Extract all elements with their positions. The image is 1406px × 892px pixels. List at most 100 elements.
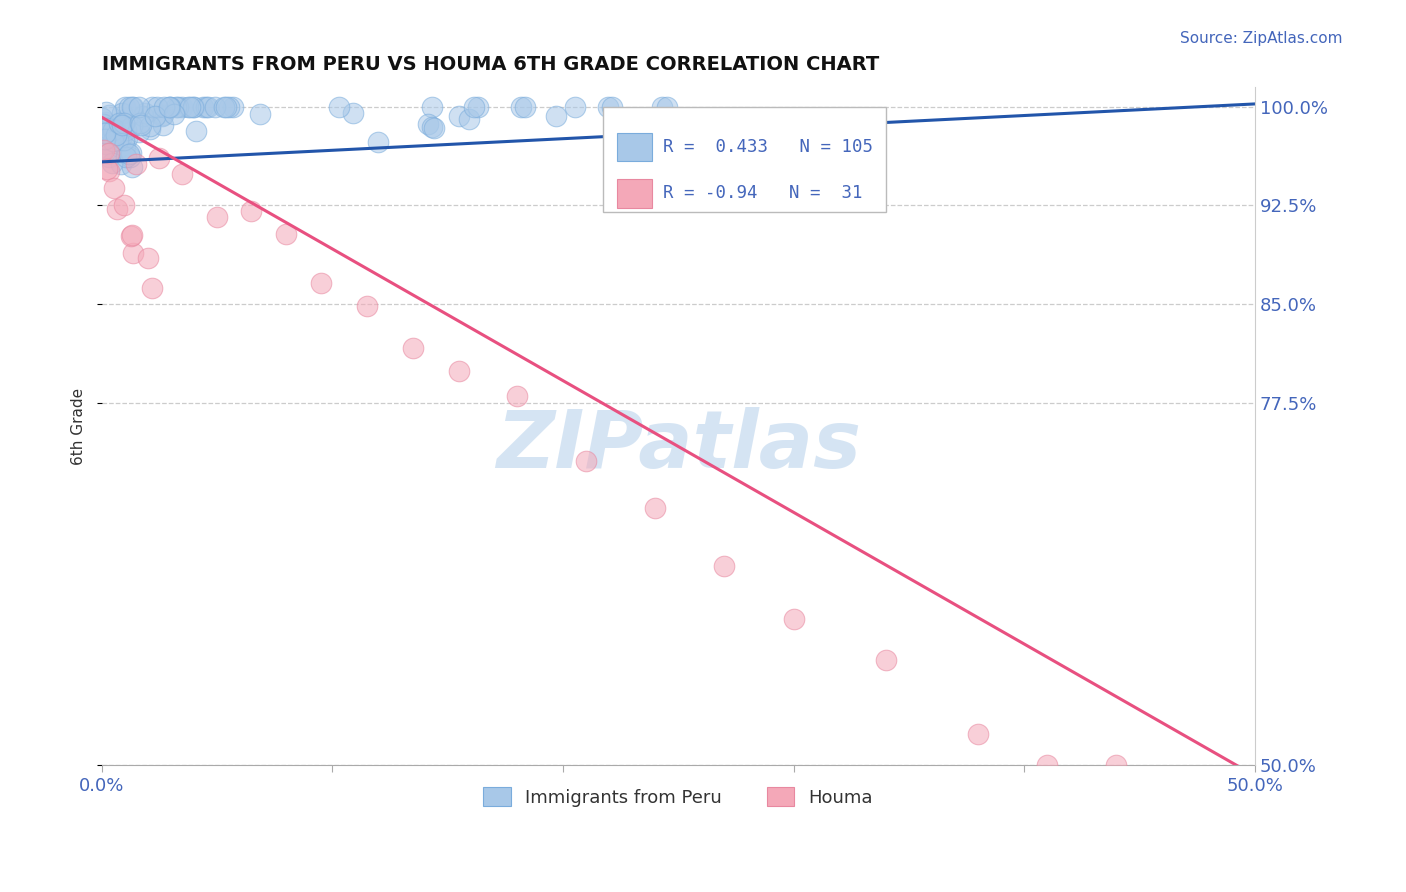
Point (181, 99, 204, 113)
Point (159, 99, 181, 113)
Point (146, 99, 169, 113)
Point (309, 277, 332, 291)
Point (114, 198, 136, 212)
Point (128, 125, 150, 139)
Point (120, 229, 142, 244)
Point (101, 156, 124, 170)
Point (139, 119, 162, 133)
Point (90, 126, 112, 140)
Point (122, 245, 145, 260)
Point (96, 121, 118, 136)
Point (342, 106, 364, 120)
Point (129, 118, 152, 132)
Point (1036, 758, 1059, 772)
Point (101, 123, 124, 137)
Point (222, 99, 245, 113)
Point (93, 143, 115, 157)
Point (967, 727, 990, 741)
Point (458, 112, 481, 126)
Point (121, 228, 143, 243)
Point (506, 389, 529, 403)
Point (170, 99, 193, 113)
Point (644, 501, 666, 516)
Point (136, 251, 159, 265)
FancyBboxPatch shape (617, 133, 651, 161)
Point (463, 99, 485, 113)
Point (152, 108, 174, 122)
Point (510, 99, 533, 113)
Point (97, 118, 120, 132)
Point (125, 157, 148, 171)
Point (110, 156, 132, 170)
Point (215, 99, 238, 113)
Point (94, 115, 117, 129)
Point (148, 151, 170, 165)
Point (101, 130, 124, 145)
Point (139, 121, 162, 136)
Point (114, 150, 136, 164)
Point (120, 151, 142, 165)
Point (1105, 758, 1128, 772)
Point (108, 116, 131, 130)
Point (105, 202, 128, 216)
Point (655, 99, 678, 113)
Text: Source: ZipAtlas.com: Source: ZipAtlas.com (1180, 31, 1343, 46)
Point (150, 109, 173, 123)
Point (194, 99, 217, 113)
Point (115, 111, 138, 125)
Point (141, 281, 163, 295)
Point (152, 118, 174, 132)
Point (172, 167, 194, 181)
Point (249, 106, 271, 120)
Point (132, 109, 155, 123)
Text: R = -0.94   N =  31: R = -0.94 N = 31 (664, 185, 863, 202)
Y-axis label: 6th Grade: 6th Grade (72, 387, 86, 465)
Point (120, 146, 142, 161)
Point (218, 99, 240, 113)
Point (159, 99, 181, 113)
Point (713, 559, 735, 574)
Point (110, 139, 132, 153)
Point (177, 99, 200, 113)
Point (105, 132, 128, 146)
Point (575, 454, 598, 468)
Point (204, 99, 226, 113)
Point (212, 99, 235, 113)
Point (128, 99, 150, 113)
Point (367, 135, 389, 149)
Point (91, 122, 114, 136)
Point (94, 137, 117, 152)
Point (240, 204, 263, 219)
Point (103, 127, 125, 141)
Point (114, 123, 136, 137)
Point (600, 99, 623, 113)
Point (134, 105, 156, 120)
Text: R =  0.433   N = 105: R = 0.433 N = 105 (664, 138, 873, 156)
Point (449, 109, 471, 123)
Point (94, 105, 117, 120)
Point (114, 99, 136, 113)
Point (103, 121, 125, 136)
Point (96, 161, 118, 176)
Point (193, 99, 215, 113)
Point (165, 99, 187, 113)
Point (112, 116, 135, 130)
Point (420, 99, 443, 113)
Point (328, 99, 350, 113)
Point (107, 117, 129, 131)
Point (94, 132, 117, 146)
Point (115, 130, 138, 145)
Point (447, 364, 470, 378)
Point (98, 164, 121, 178)
Point (274, 227, 297, 241)
Point (183, 99, 205, 113)
Point (101, 134, 124, 148)
Point (97, 145, 120, 160)
Point (97, 150, 120, 164)
Point (875, 653, 897, 667)
Point (467, 99, 489, 113)
Point (515, 99, 537, 113)
Point (110, 123, 132, 137)
Point (420, 120, 443, 134)
FancyBboxPatch shape (617, 179, 651, 208)
